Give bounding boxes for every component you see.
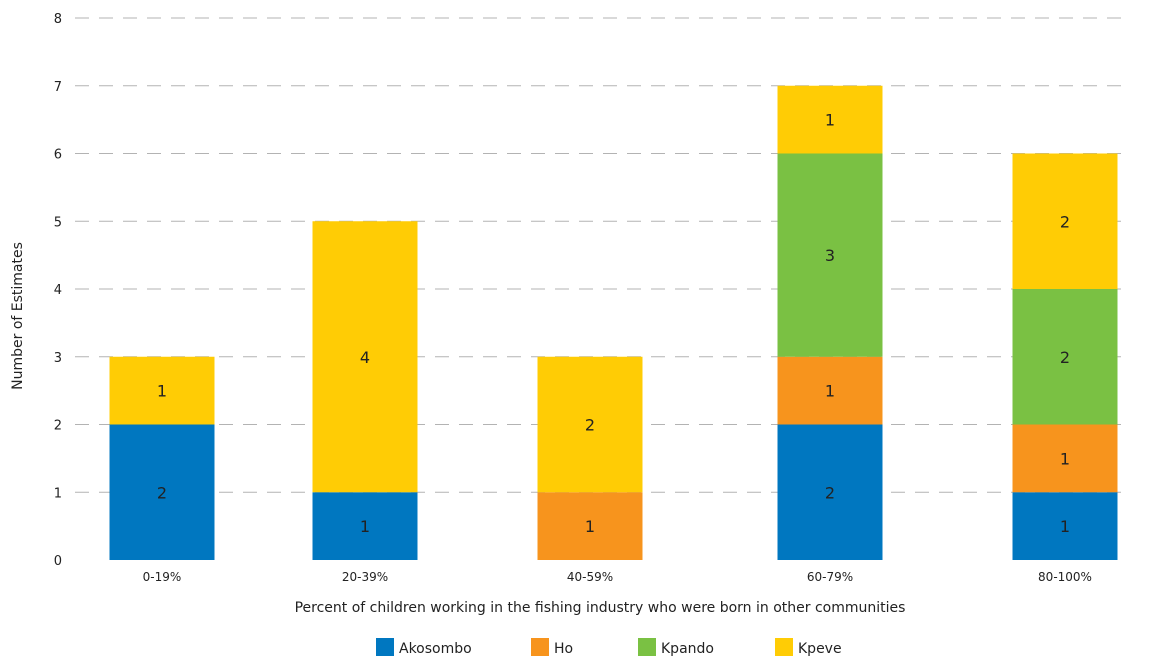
bar-segment-akosombo — [109, 424, 215, 560]
y-tick-label: 5 — [54, 215, 62, 230]
data-label: 2 — [1060, 212, 1070, 231]
data-label: 1 — [825, 382, 835, 401]
x-tick-label: 20-39% — [342, 570, 388, 584]
data-label: 4 — [360, 348, 370, 367]
grid-lines — [75, 17, 1130, 493]
bar-segment-ho — [537, 492, 643, 560]
bars — [109, 85, 1118, 560]
legend-swatch-kpando — [638, 638, 656, 656]
x-tick-label: 80-100% — [1038, 570, 1092, 584]
x-axis-title: Percent of children working in the fishi… — [295, 600, 906, 616]
data-label: 1 — [825, 111, 835, 130]
bar-segment-kpeve — [109, 356, 215, 425]
x-axis-ticks: 0-19% 20-39% 40-59% 60-79% 80-100% — [143, 570, 1092, 584]
bar-segment-akosombo — [312, 492, 418, 560]
y-axis-ticks: 0 1 2 3 4 5 6 7 8 — [54, 12, 62, 569]
legend-swatch-akosombo — [376, 638, 394, 656]
data-label: 2 — [825, 483, 835, 502]
x-tick-label: 60-79% — [807, 570, 853, 584]
legend: Akosombo Ho Kpando Kpeve — [376, 638, 842, 656]
y-tick-label: 6 — [54, 148, 62, 163]
bar-segment-akosombo — [1012, 492, 1118, 560]
bar-segment-ho — [1012, 424, 1118, 493]
bar-segment-kpando — [777, 153, 883, 357]
legend-label-kpando: Kpando — [661, 641, 714, 656]
data-labels: 2 1 1 4 1 2 2 1 3 1 1 1 2 2 — [157, 111, 1070, 537]
data-label: 2 — [585, 416, 595, 435]
legend-label-kpeve: Kpeve — [798, 641, 842, 656]
y-tick-label: 3 — [54, 351, 62, 366]
bar-segment-kpeve — [777, 85, 883, 154]
legend-label-ho: Ho — [554, 641, 573, 656]
legend-swatch-ho — [531, 638, 549, 656]
data-label: 2 — [157, 483, 167, 502]
data-label: 2 — [1060, 348, 1070, 367]
y-tick-label: 8 — [54, 12, 62, 27]
bar-segment-kpeve — [312, 221, 418, 493]
y-tick-label: 7 — [54, 80, 62, 95]
data-label: 1 — [1060, 517, 1070, 536]
y-tick-label: 4 — [54, 283, 62, 298]
legend-swatch-kpeve — [775, 638, 793, 656]
bar-segment-kpeve — [537, 356, 643, 493]
data-label: 1 — [360, 517, 370, 536]
x-tick-label: 40-59% — [567, 570, 613, 584]
bar-segment-kpando — [1012, 289, 1118, 425]
bar-segment-kpeve — [1012, 153, 1118, 289]
data-label: 1 — [585, 517, 595, 536]
data-label: 1 — [1060, 449, 1070, 468]
data-label: 3 — [825, 246, 835, 265]
y-tick-label: 0 — [54, 554, 62, 569]
bar-segment-akosombo — [777, 424, 883, 560]
legend-label-akosombo: Akosombo — [399, 641, 472, 656]
y-tick-label: 2 — [54, 419, 62, 434]
bar-segment-ho — [777, 356, 883, 425]
y-tick-label: 1 — [54, 486, 62, 501]
x-tick-label: 0-19% — [143, 570, 182, 584]
y-axis-title: Number of Estimates — [10, 242, 26, 390]
data-label: 1 — [157, 382, 167, 401]
